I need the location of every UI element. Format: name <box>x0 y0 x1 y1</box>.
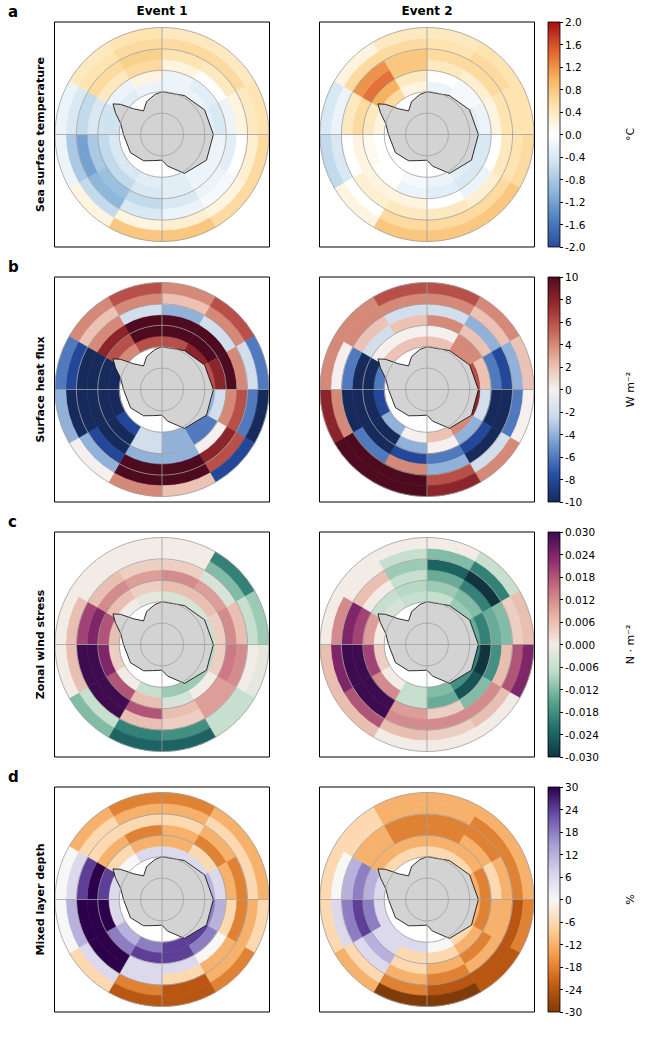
svg-text:-0.4: -0.4 <box>565 151 586 163</box>
svg-text:-18: -18 <box>565 961 582 973</box>
svg-text:Zonal wind stress: Zonal wind stress <box>34 589 47 699</box>
svg-text:-0.006: -0.006 <box>565 661 599 673</box>
svg-text:0.000: 0.000 <box>565 639 595 651</box>
svg-text:-0.8: -0.8 <box>565 174 586 186</box>
svg-text:1.6: 1.6 <box>565 39 582 51</box>
svg-text:-0.024: -0.024 <box>565 729 599 741</box>
svg-text:12: 12 <box>565 849 578 861</box>
svg-text:2.0: 2.0 <box>565 16 582 28</box>
svg-text:-24: -24 <box>565 984 582 996</box>
svg-text:0.4: 0.4 <box>565 106 582 118</box>
svg-text:-1.6: -1.6 <box>565 219 586 231</box>
svg-text:-2: -2 <box>565 406 575 418</box>
svg-text:0: 0 <box>565 384 572 396</box>
svg-text:Mixed layer depth: Mixed layer depth <box>34 843 47 955</box>
svg-text:0.006: 0.006 <box>565 616 595 628</box>
svg-text:-4: -4 <box>565 429 576 441</box>
svg-text:Sea surface temperature: Sea surface temperature <box>34 57 47 212</box>
svg-text:10: 10 <box>565 271 578 283</box>
svg-text:6: 6 <box>565 316 572 328</box>
svg-text:4: 4 <box>565 339 572 351</box>
svg-text:-6: -6 <box>565 916 576 928</box>
svg-text:-8: -8 <box>565 474 575 486</box>
svg-text:Surface heat flux: Surface heat flux <box>34 336 47 442</box>
svg-text:0.0: 0.0 <box>565 129 582 141</box>
svg-text:8: 8 <box>565 294 572 306</box>
svg-text:b: b <box>8 258 19 276</box>
svg-text:-0.012: -0.012 <box>565 684 599 696</box>
svg-text:-2.0: -2.0 <box>565 241 586 253</box>
svg-text:W m⁻²: W m⁻² <box>624 372 637 407</box>
svg-text:°C: °C <box>624 128 637 142</box>
svg-text:%: % <box>624 894 637 904</box>
svg-text:0.018: 0.018 <box>565 571 595 583</box>
svg-text:-1.2: -1.2 <box>565 196 586 208</box>
svg-text:-0.030: -0.030 <box>565 751 599 763</box>
svg-text:2: 2 <box>565 361 572 373</box>
svg-text:30: 30 <box>565 781 578 793</box>
svg-text:0.012: 0.012 <box>565 594 595 606</box>
svg-text:0: 0 <box>565 894 572 906</box>
svg-text:1.2: 1.2 <box>565 61 582 73</box>
svg-text:-0.018: -0.018 <box>565 706 599 718</box>
svg-text:c: c <box>8 513 17 531</box>
svg-text:18: 18 <box>565 826 578 838</box>
svg-text:-12: -12 <box>565 939 582 951</box>
svg-text:-30: -30 <box>565 1006 582 1018</box>
svg-text:24: 24 <box>565 804 579 816</box>
svg-text:a: a <box>8 3 18 21</box>
svg-text:0.024: 0.024 <box>565 549 595 561</box>
svg-text:0.030: 0.030 <box>565 526 595 538</box>
svg-text:-10: -10 <box>565 496 582 508</box>
svg-text:0.8: 0.8 <box>565 84 582 96</box>
svg-text:6: 6 <box>565 871 572 883</box>
svg-text:-6: -6 <box>565 451 576 463</box>
svg-text:d: d <box>8 768 19 786</box>
svg-text:Event 1: Event 1 <box>137 4 188 18</box>
svg-text:N · m⁻²: N · m⁻² <box>624 625 637 665</box>
svg-text:Event 2: Event 2 <box>402 4 453 18</box>
